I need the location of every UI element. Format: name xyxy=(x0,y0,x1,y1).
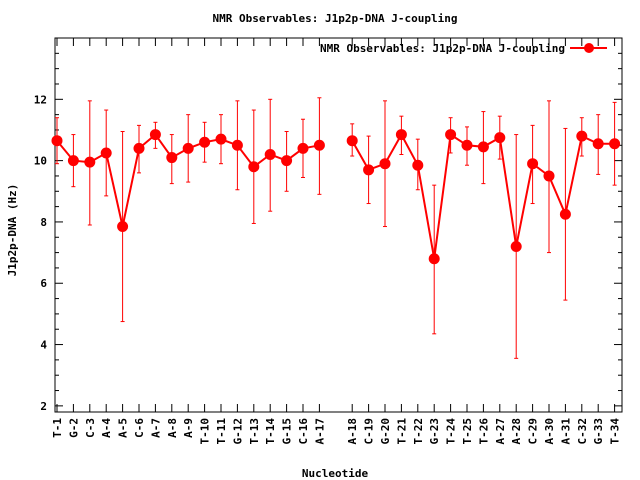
x-tick-label: G-23 xyxy=(428,418,441,445)
x-tick-label: A-27 xyxy=(494,418,507,445)
data-point xyxy=(477,141,489,153)
data-point xyxy=(363,164,375,176)
x-tick-label: T-22 xyxy=(412,418,425,445)
x-tick-label: A-8 xyxy=(166,418,179,438)
data-point xyxy=(313,139,325,151)
y-tick-label: 6 xyxy=(40,277,47,290)
x-tick-label: A-28 xyxy=(510,418,523,445)
x-tick-label: A-18 xyxy=(346,418,359,445)
x-tick-label: T-14 xyxy=(264,418,277,445)
data-point xyxy=(576,130,588,142)
x-tick-label: T-13 xyxy=(248,418,261,445)
data-point xyxy=(592,138,604,150)
x-tick-label: A-17 xyxy=(313,418,326,445)
x-tick-label: C-16 xyxy=(297,418,310,445)
data-point xyxy=(609,138,621,150)
x-tick-label: C-19 xyxy=(363,418,376,445)
data-point xyxy=(281,155,293,167)
data-point xyxy=(527,158,539,170)
x-tick-label: T-10 xyxy=(199,418,212,445)
x-tick-label: T-26 xyxy=(477,418,490,445)
data-point xyxy=(166,152,178,164)
x-tick-label: A-4 xyxy=(100,418,113,438)
y-axis-label: J1p2p-DNA (Hz) xyxy=(6,184,19,277)
data-point xyxy=(543,170,555,182)
data-point xyxy=(100,147,112,159)
x-tick-label: G-12 xyxy=(231,418,244,445)
x-tick-label: T-25 xyxy=(461,418,474,445)
plot-frame xyxy=(54,37,623,413)
x-tick-label: A-5 xyxy=(117,418,130,438)
x-tick-label: T-21 xyxy=(395,418,408,445)
y-tick-label: 12 xyxy=(34,93,47,106)
x-tick-label: G-20 xyxy=(379,418,392,445)
data-point xyxy=(494,132,506,144)
x-tick-label: T-11 xyxy=(215,418,228,445)
legend-marker xyxy=(584,43,594,53)
data-point xyxy=(117,221,129,233)
chart-title: NMR Observables: J1p2p-DNA J-coupling xyxy=(212,12,457,25)
data-point xyxy=(264,148,276,160)
data-point xyxy=(445,129,457,141)
x-tick-label: C-3 xyxy=(84,418,97,438)
data-point xyxy=(215,133,227,145)
data-point xyxy=(231,139,243,151)
y-tick-label: 2 xyxy=(40,400,47,413)
x-tick-label: T-34 xyxy=(609,418,622,445)
data-point xyxy=(559,208,571,220)
data-point xyxy=(346,135,358,147)
data-point xyxy=(412,159,424,171)
y-tick-label: 8 xyxy=(40,216,47,229)
x-tick-label: A-7 xyxy=(149,418,162,438)
legend-label: NMR Observables: J1p2p-DNA J-coupling xyxy=(320,42,565,55)
data-point xyxy=(182,142,194,154)
data-point xyxy=(51,135,63,147)
data-point xyxy=(395,129,407,141)
y-axis: 2 4 6 8 10 12 xyxy=(34,52,622,413)
data-point xyxy=(199,136,211,148)
x-axis: T-1 G-2 C-3 A-4 A-5 C-6 A-7 A-8 A-9 T-10 T-11 G-12 T… xyxy=(51,38,622,445)
data-point xyxy=(84,156,96,168)
x-tick-label: A-9 xyxy=(182,418,195,438)
x-tick-label: A-31 xyxy=(559,418,572,445)
legend: NMR Observables: J1p2p-DNA J-coupling xyxy=(320,42,607,55)
x-tick-label: C-29 xyxy=(527,418,540,445)
data-point xyxy=(248,161,260,173)
data-point xyxy=(379,158,391,170)
series-layer xyxy=(51,97,621,359)
data-point xyxy=(67,155,79,167)
x-tick-label: C-6 xyxy=(133,418,146,438)
x-tick-label: A-30 xyxy=(543,418,556,445)
x-tick-label: T-1 xyxy=(51,418,64,438)
data-point xyxy=(428,253,440,265)
data-point xyxy=(149,129,161,141)
data-point xyxy=(510,240,522,252)
x-tick-label: G-33 xyxy=(592,418,605,445)
y-tick-label: 4 xyxy=(40,339,47,352)
data-point xyxy=(461,139,473,151)
y-tick-label: 10 xyxy=(34,155,47,168)
data-point xyxy=(133,142,145,154)
data-point xyxy=(297,142,309,154)
x-tick-label: G-15 xyxy=(281,418,294,445)
x-tick-label: C-32 xyxy=(576,418,589,445)
x-tick-label: G-2 xyxy=(67,418,80,438)
x-tick-label: T-24 xyxy=(445,418,458,445)
x-axis-label: Nucleotide xyxy=(302,467,369,480)
